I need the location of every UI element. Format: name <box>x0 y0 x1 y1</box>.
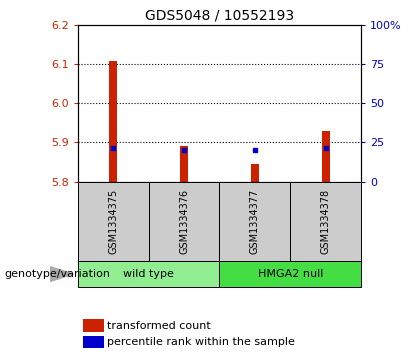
Bar <box>180 146 188 182</box>
FancyBboxPatch shape <box>78 261 220 287</box>
Title: GDS5048 / 10552193: GDS5048 / 10552193 <box>145 9 294 23</box>
Bar <box>109 61 118 182</box>
Bar <box>84 319 104 332</box>
Polygon shape <box>50 267 74 281</box>
FancyBboxPatch shape <box>220 182 290 261</box>
Bar <box>251 164 259 182</box>
Text: GSM1334377: GSM1334377 <box>250 189 260 254</box>
FancyBboxPatch shape <box>220 261 361 287</box>
Bar <box>84 336 104 348</box>
FancyBboxPatch shape <box>290 182 361 261</box>
Text: HMGA2 null: HMGA2 null <box>257 269 323 279</box>
Text: percentile rank within the sample: percentile rank within the sample <box>107 337 295 347</box>
FancyBboxPatch shape <box>149 182 220 261</box>
Text: transformed count: transformed count <box>107 321 211 331</box>
Text: GSM1334376: GSM1334376 <box>179 189 189 254</box>
FancyBboxPatch shape <box>78 182 149 261</box>
Text: wild type: wild type <box>123 269 174 279</box>
Text: genotype/variation: genotype/variation <box>4 269 110 279</box>
Bar <box>322 131 330 182</box>
Text: GSM1334375: GSM1334375 <box>108 189 118 254</box>
Text: GSM1334378: GSM1334378 <box>321 189 331 254</box>
